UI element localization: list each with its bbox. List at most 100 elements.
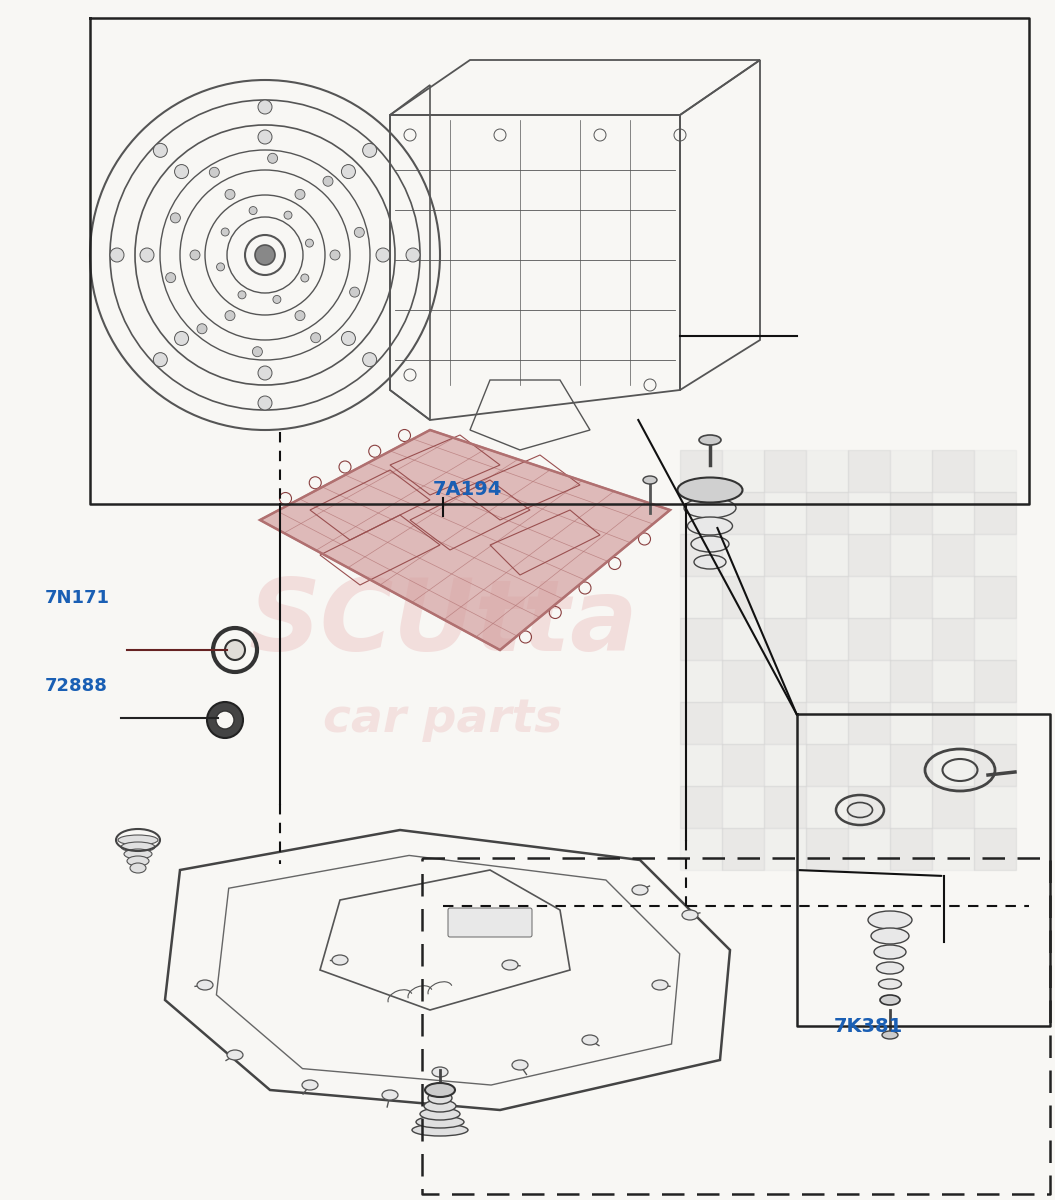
Bar	[680, 744, 722, 786]
Circle shape	[238, 290, 246, 299]
Bar	[764, 450, 806, 492]
Bar	[764, 534, 806, 576]
Circle shape	[249, 206, 257, 215]
Bar	[932, 786, 974, 828]
Bar	[722, 618, 764, 660]
Circle shape	[252, 347, 263, 356]
Bar	[932, 660, 974, 702]
Bar	[722, 534, 764, 576]
Bar	[806, 744, 848, 786]
Circle shape	[284, 211, 292, 220]
Bar	[890, 576, 932, 618]
Bar	[974, 786, 1016, 828]
Ellipse shape	[424, 1100, 456, 1112]
Bar	[722, 492, 764, 534]
Ellipse shape	[431, 1067, 448, 1078]
Circle shape	[209, 167, 219, 178]
Bar	[974, 744, 1016, 786]
Circle shape	[273, 295, 281, 304]
Bar	[974, 828, 1016, 870]
Bar	[848, 450, 890, 492]
Bar	[806, 534, 848, 576]
Circle shape	[342, 331, 356, 346]
Bar	[680, 618, 722, 660]
Ellipse shape	[127, 856, 149, 866]
Ellipse shape	[118, 835, 158, 845]
Circle shape	[406, 248, 420, 262]
Circle shape	[255, 245, 275, 265]
Circle shape	[174, 331, 189, 346]
Bar	[890, 744, 932, 786]
Circle shape	[258, 130, 272, 144]
Text: 7A194: 7A194	[433, 480, 502, 499]
Circle shape	[295, 311, 305, 320]
Bar	[680, 828, 722, 870]
Circle shape	[330, 250, 340, 260]
Bar	[890, 618, 932, 660]
Text: SCUtta: SCUtta	[248, 576, 638, 672]
Bar	[974, 702, 1016, 744]
Bar	[974, 450, 1016, 492]
Bar	[680, 576, 722, 618]
Bar	[764, 492, 806, 534]
Bar	[890, 534, 932, 576]
Circle shape	[306, 239, 313, 247]
Circle shape	[110, 248, 124, 262]
Bar	[848, 492, 890, 534]
Ellipse shape	[877, 962, 903, 974]
Text: 7K381: 7K381	[833, 1016, 903, 1036]
Bar	[806, 786, 848, 828]
Ellipse shape	[871, 928, 909, 944]
Circle shape	[197, 324, 207, 334]
Bar	[680, 492, 722, 534]
FancyBboxPatch shape	[448, 908, 532, 937]
Ellipse shape	[502, 960, 518, 970]
Circle shape	[301, 274, 309, 282]
Bar	[806, 618, 848, 660]
Circle shape	[363, 143, 377, 157]
Ellipse shape	[197, 980, 213, 990]
Circle shape	[295, 190, 305, 199]
Bar	[806, 576, 848, 618]
Circle shape	[258, 366, 272, 380]
Bar	[722, 702, 764, 744]
Bar	[932, 534, 974, 576]
Circle shape	[153, 143, 168, 157]
Bar	[848, 660, 890, 702]
Bar	[848, 828, 890, 870]
Ellipse shape	[124, 850, 152, 859]
Bar	[890, 660, 932, 702]
Ellipse shape	[130, 863, 146, 874]
Circle shape	[166, 272, 176, 283]
Circle shape	[174, 164, 189, 179]
Ellipse shape	[682, 910, 698, 920]
Bar	[722, 786, 764, 828]
Ellipse shape	[677, 478, 743, 503]
Circle shape	[225, 311, 235, 320]
Ellipse shape	[691, 536, 729, 552]
Text: 72888: 72888	[44, 677, 108, 695]
Text: 7N171: 7N171	[44, 588, 110, 607]
Circle shape	[190, 250, 200, 260]
Circle shape	[310, 332, 321, 343]
Bar	[722, 828, 764, 870]
Bar	[932, 828, 974, 870]
Circle shape	[171, 212, 180, 223]
Ellipse shape	[879, 979, 902, 989]
Circle shape	[222, 228, 229, 236]
Bar	[680, 660, 722, 702]
Bar	[974, 534, 1016, 576]
Bar	[680, 702, 722, 744]
Bar	[974, 492, 1016, 534]
Ellipse shape	[868, 911, 912, 929]
Circle shape	[342, 164, 356, 179]
Ellipse shape	[688, 517, 732, 535]
Ellipse shape	[642, 476, 657, 484]
Circle shape	[216, 263, 225, 271]
Bar	[890, 828, 932, 870]
Ellipse shape	[428, 1092, 452, 1104]
Circle shape	[258, 100, 272, 114]
Bar	[848, 576, 890, 618]
Circle shape	[207, 702, 243, 738]
Bar	[764, 744, 806, 786]
